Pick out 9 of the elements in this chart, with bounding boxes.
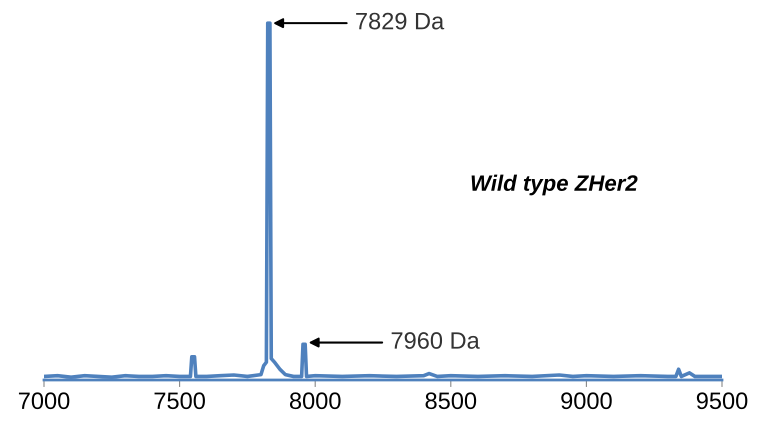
x-tick-label: 7500 — [154, 392, 205, 410]
x-tick-label: 8500 — [426, 392, 476, 410]
x-tick-label: 7000 — [18, 392, 70, 410]
annotation: Wild type ZHer2 — [472, 174, 638, 196]
annotation: 7960 Da — [392, 332, 480, 349]
x-tick-label: 9000 — [561, 392, 612, 410]
annotation: 7829 Da — [356, 12, 444, 30]
x-tick-label: 8000 — [290, 392, 341, 410]
x-tick-label: 9500 — [696, 392, 748, 410]
